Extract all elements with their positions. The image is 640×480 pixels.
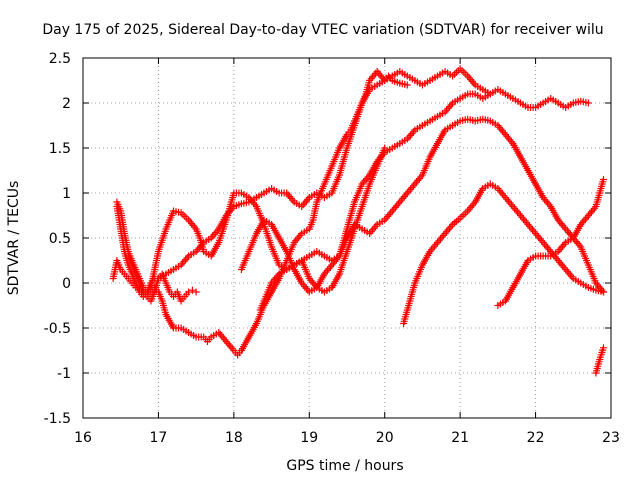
y-tick-label: 0.5	[49, 231, 71, 247]
data-point	[600, 344, 607, 352]
y-axis-title: SDTVAR / TECUs	[6, 181, 22, 296]
y-tick-label: -1	[57, 366, 71, 382]
series-track-6	[256, 115, 607, 314]
x-tick-label: 23	[602, 430, 620, 446]
y-tick-label: 1.5	[49, 141, 71, 157]
data-point	[188, 286, 196, 294]
y-tick-label: 2.5	[49, 51, 71, 67]
series-track-8	[494, 176, 607, 309]
data-point-trace	[209, 232, 217, 240]
data-point-trace	[372, 222, 380, 230]
y-tick-label: -1.5	[44, 411, 71, 427]
y-tick-label: 1	[62, 186, 71, 202]
data-point	[600, 288, 607, 296]
axis-ticks: 16 17 18 19 20 21 22 23 -1.5 -1 -0.5 0 0.5 1 1.5 2 2.5	[44, 51, 620, 446]
series-track-4	[124, 252, 200, 305]
y-tick-label: 0	[62, 276, 71, 292]
y-tick-label: -0.5	[44, 321, 71, 337]
x-tick-label: 16	[74, 430, 92, 446]
y-tick-label: 2	[62, 96, 71, 112]
series-track-7	[400, 180, 607, 327]
x-tick-label: 19	[300, 430, 318, 446]
x-tick-label: 22	[527, 430, 545, 446]
data-point	[584, 99, 592, 107]
x-axis-title: GPS time / hours	[286, 458, 403, 474]
data-point	[600, 176, 607, 183]
series-track-5	[237, 86, 592, 296]
x-tick-label: 18	[225, 430, 243, 446]
x-tick-label: 21	[451, 430, 469, 446]
x-tick-label: 17	[150, 430, 168, 446]
data-point-trace	[367, 228, 375, 236]
x-tick-label: 20	[376, 430, 394, 446]
data-point	[192, 288, 200, 296]
series-track-9	[592, 344, 607, 377]
chart-title: Day 175 of 2025, Sidereal Day-to-day VTE…	[42, 22, 603, 38]
data-point	[403, 81, 411, 89]
data-marks	[109, 65, 607, 377]
data-point	[185, 288, 193, 296]
